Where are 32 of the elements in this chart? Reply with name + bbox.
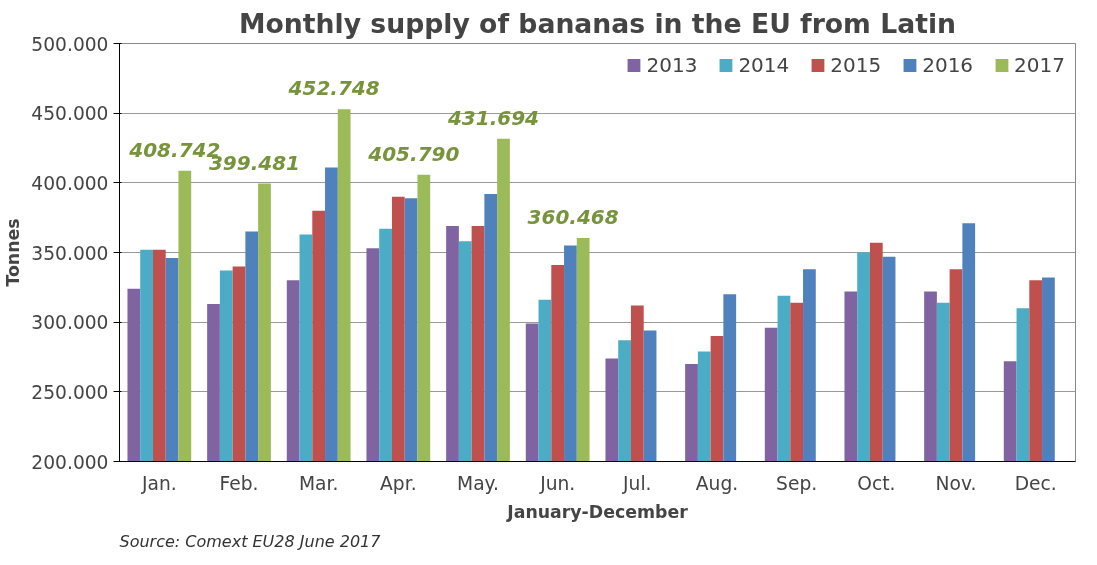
data-label: 431.694 [446, 105, 540, 130]
legend-label: 2016 [922, 53, 974, 77]
x-tick-label: Feb. [219, 472, 259, 494]
legend-label: 2015 [830, 53, 882, 77]
x-tick-label: Oct. [857, 472, 896, 494]
y-tick-label: 450.000 [31, 103, 109, 125]
x-tick-label: Mar. [298, 472, 339, 494]
legend-label: 2017 [1014, 53, 1065, 77]
x-tick-label: Dec. [1014, 472, 1057, 494]
y-tick-label: 350.000 [31, 242, 109, 264]
y-tick-label: 300.000 [31, 312, 109, 334]
y-tick-label: 500.000 [31, 33, 109, 55]
y-tick-label: 200.000 [31, 451, 109, 473]
data-label: 452.748 [287, 76, 380, 101]
x-tick-label: Aug. [695, 472, 739, 494]
data-label: 405.790 [367, 141, 460, 166]
x-tick-label: Jun. [539, 472, 576, 494]
chart-title: Monthly supply of bananas in the EU from Latin [238, 7, 957, 39]
y-tick-label: 250.000 [31, 381, 109, 403]
x-tick-label: Jan. [140, 472, 177, 494]
x-tick-label: Apr. [380, 472, 417, 494]
x-tick-label: Nov. [935, 472, 977, 494]
x-tick-label: May. [457, 472, 499, 494]
x-axis-title: January-December [506, 501, 689, 522]
x-tick-label: Sep. [776, 472, 818, 494]
data-label: 360.468 [527, 204, 619, 229]
y-axis-title: Tonnes [3, 218, 24, 287]
x-tick-label: Jul. [622, 472, 652, 494]
y-tick-label: 400.000 [31, 172, 109, 194]
legend-label: 2013 [646, 53, 698, 77]
legend-label: 2014 [738, 53, 790, 77]
source-note: Source: Comext EU28 June 2017 [119, 531, 382, 551]
